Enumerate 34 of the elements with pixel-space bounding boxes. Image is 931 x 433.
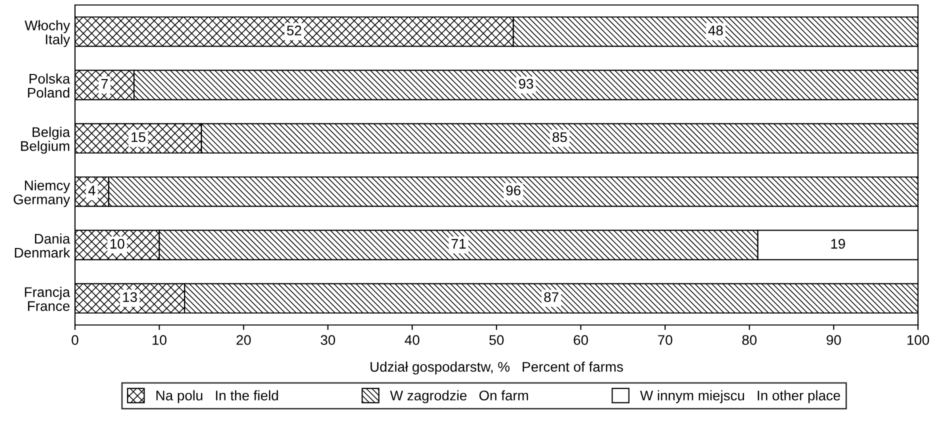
legend-label: W innym miejscu In other place <box>640 390 840 404</box>
x-tick-label: 100 <box>907 335 930 345</box>
data-label: 48 <box>708 26 723 36</box>
x-tick-label: 10 <box>152 335 166 345</box>
data-label: 10 <box>110 238 124 249</box>
x-axis-title: Udział gospodarstw, % Percent of farms <box>370 362 623 375</box>
data-label: 96 <box>506 186 520 196</box>
data-label: 4 <box>88 186 96 196</box>
x-tick-label: 40 <box>404 335 420 345</box>
x-tick-label: 50 <box>489 335 504 345</box>
y-tick-label: Francja France <box>24 286 70 311</box>
x-tick-label: 30 <box>320 335 336 345</box>
legend-label: W zagrodzie On farm <box>390 390 528 404</box>
y-tick-label: Polska Poland <box>28 73 70 98</box>
data-label: 7 <box>101 79 108 89</box>
data-label: 93 <box>518 78 534 89</box>
x-tick-label: 90 <box>826 335 841 345</box>
x-tick-label: 60 <box>574 335 588 345</box>
y-tick-label: Włochy Italy <box>24 20 70 48</box>
y-tick-label: Niemcy Germany <box>14 180 70 208</box>
data-label: 87 <box>544 292 558 302</box>
data-label: 13 <box>123 292 137 302</box>
x-tick-label: 0 <box>72 335 78 345</box>
data-label: 19 <box>831 238 845 249</box>
data-label: 52 <box>287 26 302 36</box>
x-tick-label: 20 <box>236 335 251 345</box>
x-tick-label: 80 <box>742 335 757 345</box>
legend-label: Na polu In the field <box>156 390 278 404</box>
data-label: 15 <box>132 132 146 142</box>
data-label: 85 <box>552 132 567 142</box>
x-tick-label: 70 <box>658 335 672 345</box>
data-label: 71 <box>452 239 466 249</box>
y-tick-label: Dania Denmark <box>14 233 70 258</box>
y-tick-label: Belgia Belgium <box>21 126 70 154</box>
